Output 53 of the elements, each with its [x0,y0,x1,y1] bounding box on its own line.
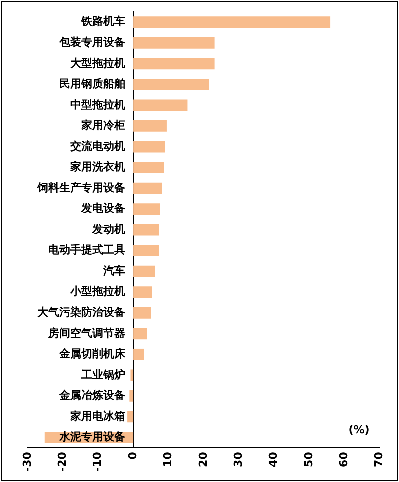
bar [128,411,134,423]
y-tick-label: 电动手提式工具 [48,244,126,257]
annotation: (%) [348,423,370,436]
bar [134,307,152,319]
x-tick-label: 50 [302,452,316,468]
y-tick-label: 铁路机车 [80,15,126,28]
y-tick-label: 小型拖拉机 [70,285,126,298]
bar [134,266,155,278]
y-tick-label: 房间空气调节器 [48,326,126,340]
bar [134,120,167,132]
y-tick-label: 交流电动机 [70,140,126,153]
y-tick-label: 包装专用设备 [58,36,126,50]
bar [134,141,166,153]
bar [134,162,164,174]
y-tick-label: 家用洗衣机 [70,160,126,174]
y-tick-label: 工业锅炉 [80,368,126,382]
x-tick-label: 0 [126,452,140,460]
y-tick-label: 饲料生产专用设备 [36,181,126,194]
bar [134,37,215,49]
x-tick-label: 70 [372,452,386,468]
x-tick-label: -20 [56,452,70,472]
y-tick-label: 发电设备 [80,202,126,216]
bar [134,224,160,236]
bar [134,328,148,340]
bar [130,390,134,402]
x-tick-label: -10 [91,452,104,472]
y-tick-label: 水泥专用设备 [58,430,126,444]
x-tick-label: 10 [162,452,175,468]
bar [130,370,134,382]
bar [134,348,144,360]
x-tick-label: 60 [337,452,350,468]
y-tick-label: 金属切削机床 [58,348,127,361]
y-tick-label: 民用钢质船舶 [60,78,126,91]
bar [134,204,160,216]
y-tick-label: 大型拖拉机 [70,56,126,70]
bar [134,16,331,28]
x-tick-label: 30 [232,452,245,468]
y-tick-label: 家用冷柜 [80,119,126,132]
bar [134,78,210,90]
y-tick-label: 金属冶炼设备 [58,389,126,402]
y-tick-label: 大气污染防治设备 [38,306,126,319]
x-tick-label: -30 [20,452,34,472]
y-tick-label: 汽车 [102,264,126,278]
y-tick-label: 家用电冰箱 [70,410,126,423]
bar [134,286,152,298]
y-tick-label: 发动机 [92,222,126,236]
bar [134,100,188,112]
bar [134,182,162,194]
y-tick-label: 中型拖拉机 [70,98,126,112]
bar [134,245,160,257]
x-tick-label: 40 [267,452,280,468]
x-tick-label: 20 [196,452,210,468]
bar [134,58,215,70]
